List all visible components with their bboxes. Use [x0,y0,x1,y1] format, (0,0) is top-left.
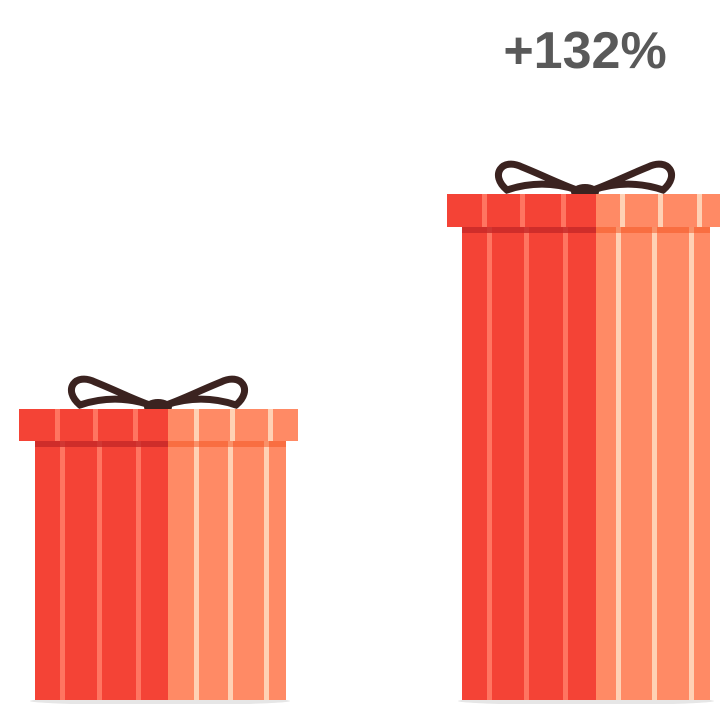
growth-label: +132% [503,22,666,80]
large-gift [447,160,720,704]
small-gift [19,375,298,704]
